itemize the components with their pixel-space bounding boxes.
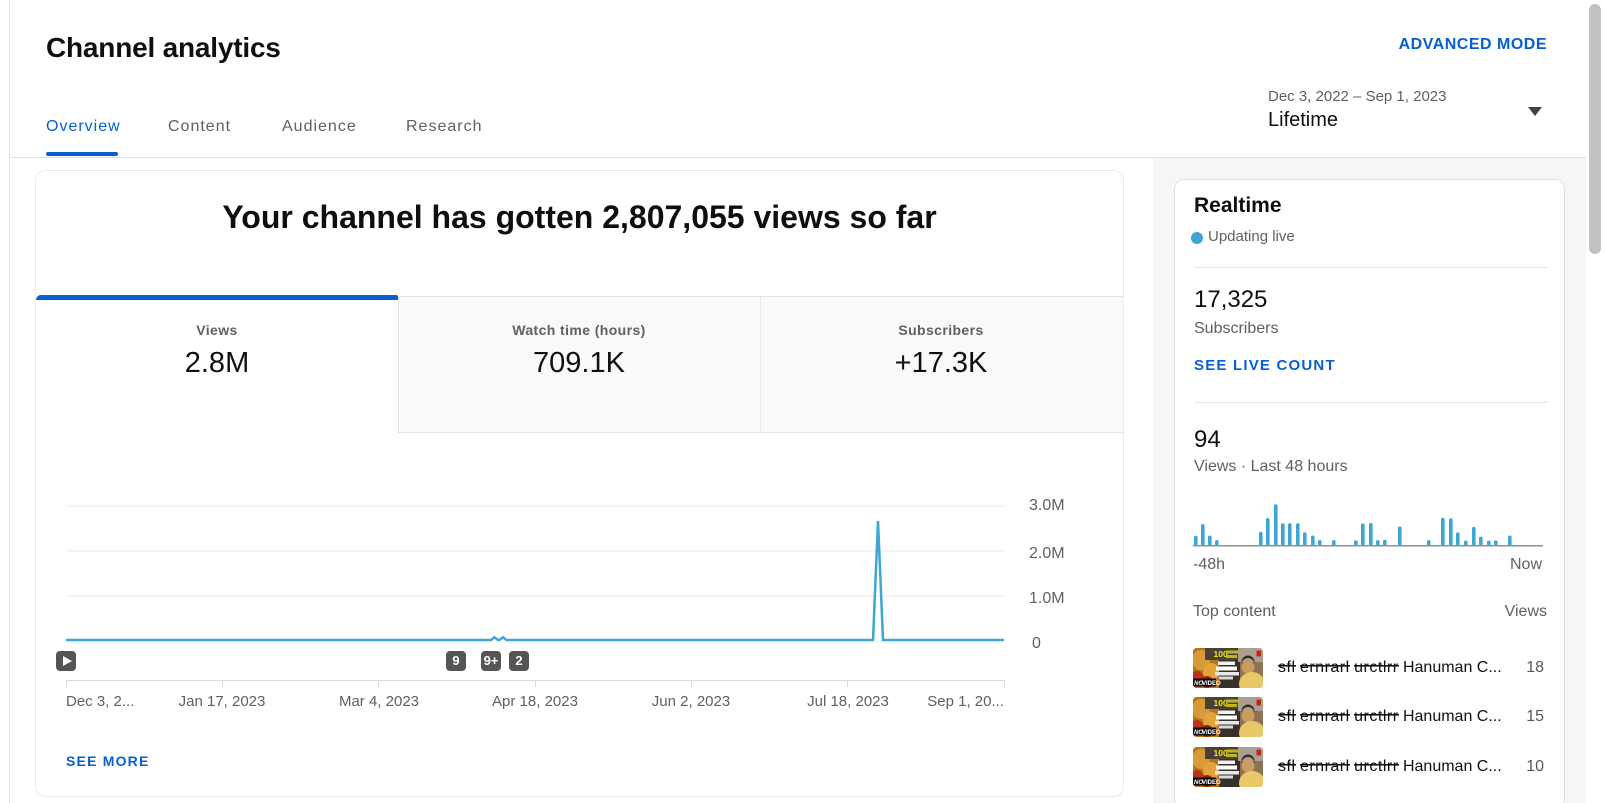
svg-text:100: 100: [1214, 698, 1228, 708]
svg-text:100: 100: [1214, 748, 1228, 758]
svg-text:NO: NO: [1194, 730, 1203, 736]
svg-text:VIDEO: VIDEO: [1202, 780, 1221, 786]
svg-text:VIDEO: VIDEO: [1202, 730, 1221, 736]
svg-text:100: 100: [1214, 649, 1228, 659]
svg-text:NO: NO: [1194, 681, 1203, 687]
svg-text:NO: NO: [1194, 780, 1203, 786]
svg-text:VIDEO: VIDEO: [1202, 681, 1221, 687]
